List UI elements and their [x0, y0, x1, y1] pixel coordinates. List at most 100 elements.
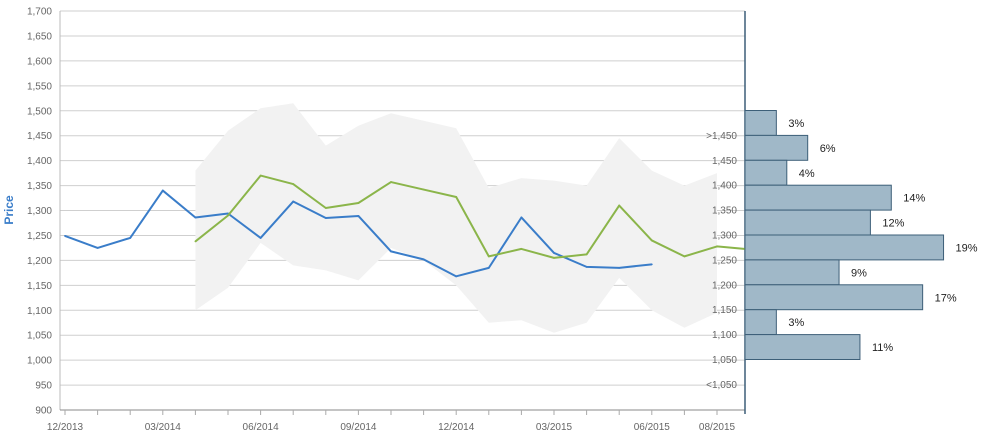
histogram-bar-label: 6%: [820, 143, 836, 155]
y-tick-label: 1,500: [27, 106, 52, 117]
series-point: [390, 181, 392, 183]
series-point: [324, 207, 327, 209]
series-point: [64, 235, 66, 237]
x-tick-label: 06/2014: [243, 422, 280, 433]
series-point: [357, 202, 360, 204]
series-point: [618, 204, 621, 207]
series-point: [585, 265, 588, 268]
series-point: [650, 263, 653, 266]
histogram-category-label: 1,100: [712, 330, 737, 341]
histogram-bar-label: 17%: [935, 292, 957, 304]
range-band: [195, 103, 717, 333]
histogram-bar-label: 19%: [956, 242, 978, 254]
histogram-bar: [744, 209, 871, 236]
histogram-bar: [744, 184, 892, 211]
histogram-category-label: <1,050: [706, 380, 737, 391]
y-tick-label: 1,600: [27, 56, 52, 67]
histogram-category-label: 1,450: [712, 156, 737, 167]
series-point: [487, 255, 490, 258]
y-tick-label: 1,400: [27, 156, 52, 167]
series-point: [422, 258, 425, 261]
y-tick-label: 1,700: [27, 7, 52, 18]
x-tick-label: 03/2015: [536, 422, 573, 433]
y-tick-label: 1,450: [27, 131, 52, 142]
histogram-category-label: >1,450: [706, 131, 737, 142]
histogram-category-label: 1,050: [712, 355, 737, 366]
series-point: [129, 237, 132, 239]
histogram-category-label: 1,200: [712, 280, 737, 291]
histogram-category-label: 1,350: [712, 206, 737, 217]
x-tick-label: 03/2014: [145, 422, 182, 433]
histogram-bar-label: 14%: [903, 193, 925, 205]
series-point: [618, 266, 621, 269]
y-tick-label: 1,300: [27, 206, 52, 217]
series-point: [520, 216, 523, 219]
histogram-bar-label: 3%: [788, 118, 804, 130]
series-point: [357, 215, 360, 217]
y-tick-label: 1,150: [27, 281, 52, 292]
y-tick-label: 950: [35, 381, 52, 392]
series-point: [553, 251, 555, 254]
histogram-bar: [744, 259, 840, 286]
histogram-category-label: 1,150: [712, 305, 737, 316]
histogram-category-label: 1,300: [712, 231, 737, 242]
y-tick-label: 1,350: [27, 181, 52, 192]
series-point: [390, 250, 392, 253]
grid-lines: [60, 10, 745, 411]
series-point: [422, 188, 425, 191]
series-point: [292, 183, 295, 185]
series-point: [324, 217, 327, 219]
series-point: [520, 248, 523, 250]
y-tick-label: 1,050: [27, 331, 52, 342]
series-point: [716, 245, 718, 248]
y-tick-label: 1,650: [27, 31, 52, 42]
y-tick-label: 1,100: [27, 306, 52, 317]
histogram-bar: [744, 134, 809, 161]
histogram-bar: [744, 110, 777, 136]
range-band-area: [195, 103, 717, 333]
series-point: [455, 196, 458, 198]
x-tick-label: 12/2013: [47, 422, 84, 433]
series-point: [161, 189, 164, 192]
histogram-bar: [744, 159, 788, 186]
series-point: [650, 239, 653, 242]
series-point: [292, 200, 295, 203]
series-point: [96, 247, 99, 249]
histogram-bar-label: 12%: [882, 218, 904, 230]
histogram-category-label: 1,400: [712, 181, 737, 192]
histogram-bar-label: 11%: [872, 342, 893, 354]
x-tick-label: 08/2015: [699, 422, 736, 433]
series-point: [487, 266, 490, 269]
y-tick-label: 1,250: [27, 231, 52, 242]
distribution-bars: 3% 6% 4% 14% 12% 19% 9% 17% 3% 11%: [744, 110, 978, 361]
series-point: [194, 216, 197, 219]
histogram-category-label: 1,250: [712, 255, 737, 266]
x-tick-label: 06/2015: [634, 422, 671, 433]
series-point: [259, 174, 262, 177]
y-tick-label: 1,550: [27, 81, 52, 92]
tick-labels: 900 950 1,000 1,050 1,100 1,150 1,200 1,250 1,30…: [2, 7, 737, 433]
x-tick-label: 09/2014: [340, 422, 377, 433]
series-point: [553, 256, 555, 259]
histogram-bar-label: 4%: [799, 168, 815, 180]
series-point: [585, 253, 588, 256]
y-tick-label: 1,200: [27, 256, 52, 267]
series-point: [455, 275, 458, 278]
series-line-1: [194, 174, 750, 259]
series-point: [227, 214, 229, 217]
histogram-bar: [744, 334, 861, 361]
series-point: [683, 255, 686, 258]
y-tick-label: 900: [35, 406, 52, 417]
histogram-bar: [744, 234, 945, 261]
y-tick-label: 1,000: [27, 356, 52, 367]
histogram-bar: [744, 284, 924, 311]
series-point: [194, 240, 197, 243]
histogram-bar-label: 3%: [788, 317, 804, 329]
y-axis-title: Price: [2, 195, 16, 225]
histogram-bar: [744, 309, 777, 336]
series-point: [259, 237, 262, 239]
x-tick-label: 12/2014: [438, 422, 475, 433]
histogram-bar-label: 9%: [851, 267, 867, 279]
